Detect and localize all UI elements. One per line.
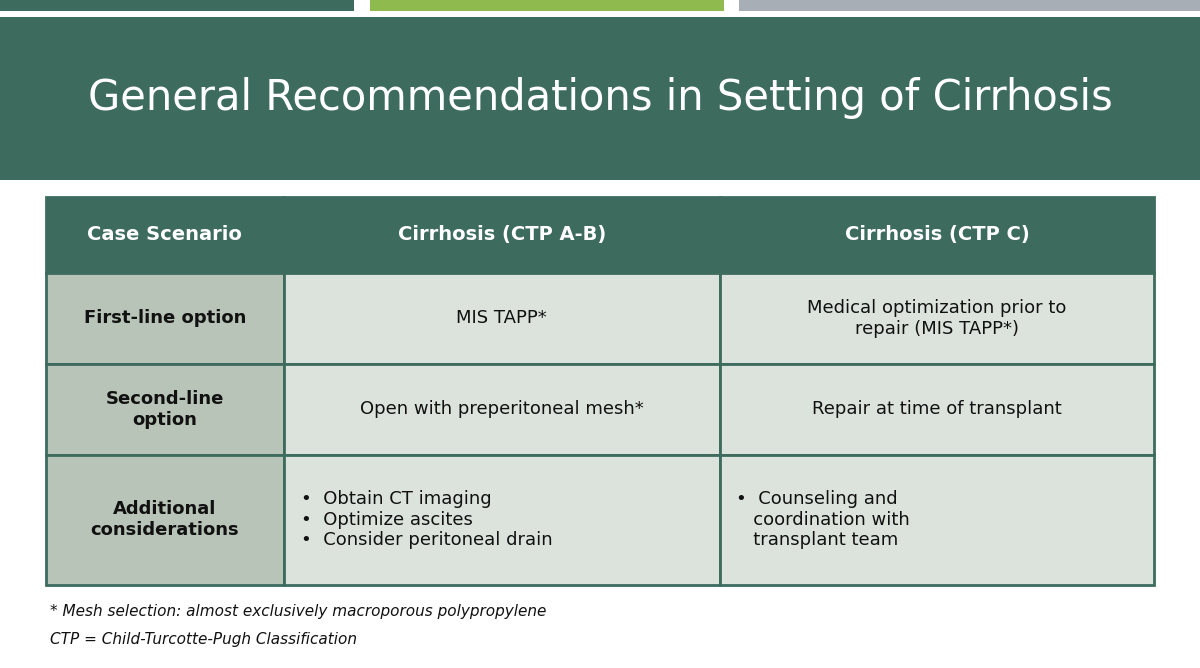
Bar <box>46 363 284 455</box>
Bar <box>284 363 720 455</box>
Bar <box>0 17 1200 180</box>
Bar <box>46 197 284 273</box>
Bar <box>720 455 1154 584</box>
Text: CTP = Child-Turcotte-Pugh Classification: CTP = Child-Turcotte-Pugh Classification <box>50 633 358 647</box>
Text: Case Scenario: Case Scenario <box>88 225 242 244</box>
Text: Medical optimization prior to
repair (MIS TAPP*): Medical optimization prior to repair (MI… <box>808 299 1067 337</box>
Text: •  Obtain CT imaging
•  Optimize ascites
•  Consider peritoneal drain: • Obtain CT imaging • Optimize ascites •… <box>301 490 552 549</box>
Text: Additional
considerations: Additional considerations <box>90 500 239 539</box>
Text: •  Counseling and
   coordination with
   transplant team: • Counseling and coordination with trans… <box>737 490 910 549</box>
Bar <box>0 0 354 11</box>
Bar <box>720 197 1154 273</box>
Bar <box>720 363 1154 455</box>
Text: Repair at time of transplant: Repair at time of transplant <box>812 400 1062 418</box>
Text: Cirrhosis (CTP C): Cirrhosis (CTP C) <box>845 225 1030 244</box>
Text: First-line option: First-line option <box>84 309 246 327</box>
Bar <box>739 0 1200 11</box>
Text: MIS TAPP*: MIS TAPP* <box>456 309 547 327</box>
Text: * Mesh selection: almost exclusively macroporous polypropylene: * Mesh selection: almost exclusively mac… <box>50 604 547 619</box>
Bar <box>720 273 1154 363</box>
Bar <box>46 273 284 363</box>
Text: Open with preperitoneal mesh*: Open with preperitoneal mesh* <box>360 400 643 418</box>
Text: General Recommendations in Setting of Cirrhosis: General Recommendations in Setting of Ci… <box>88 77 1112 119</box>
Text: Cirrhosis (CTP A-B): Cirrhosis (CTP A-B) <box>397 225 606 244</box>
Text: Second-line
option: Second-line option <box>106 390 224 429</box>
Bar <box>370 0 724 11</box>
Bar <box>284 197 720 273</box>
Bar <box>284 273 720 363</box>
Bar <box>284 455 720 584</box>
Bar <box>46 455 284 584</box>
